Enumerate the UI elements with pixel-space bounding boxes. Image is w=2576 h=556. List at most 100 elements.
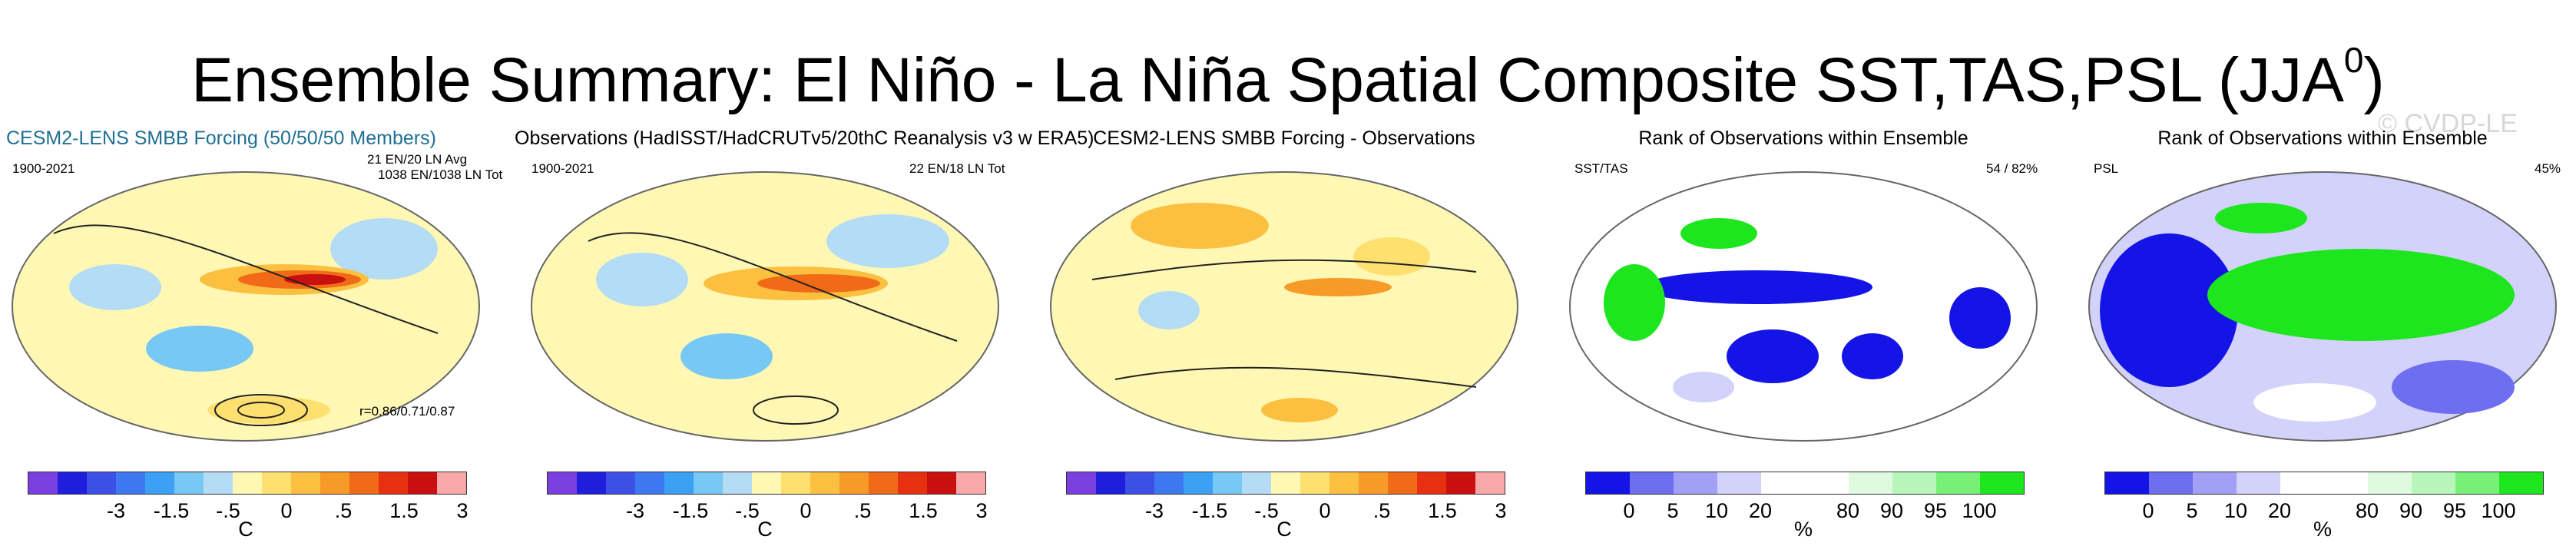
- colorbar-tick-label: 90: [2399, 499, 2423, 522]
- panel-observations: Observations (HadISST/HadCRUTv5/20thC Re…: [515, 127, 1094, 542]
- colorbar-tick-label: 80: [2355, 499, 2379, 522]
- colorbar-tick-label: 100: [2481, 499, 2516, 522]
- colorbar-swatch: [116, 472, 145, 494]
- sst-map-ensemble: [12, 171, 480, 442]
- colorbar-swatch: [635, 472, 664, 494]
- total-count-label: 1038 EN/1038 LN Tot: [378, 167, 503, 182]
- temp-ticks: -3 -1.5 -.5 0 .5 1.5 3: [547, 495, 988, 525]
- colorbar-tick-label: 3: [1495, 499, 1507, 522]
- avg-count-label: 21 EN/20 LN Avg: [367, 152, 468, 167]
- colorbar-swatch: [927, 472, 956, 494]
- colorbar-tick-label: 0: [2142, 499, 2154, 522]
- colorbar-tick-label: 0: [1319, 499, 1331, 522]
- colorbar-tick-label: 5: [2186, 499, 2198, 522]
- colorbar-swatch: [1805, 472, 1849, 494]
- colorbar-swatch: [606, 472, 635, 494]
- colorbar-tick-label: 95: [1923, 499, 1948, 522]
- colorbar-swatch: [694, 472, 723, 494]
- colorbar-swatch: [810, 472, 839, 494]
- colorbar-swatch: [262, 472, 291, 494]
- colorbar-swatch: [781, 472, 810, 494]
- colorbar-swatch: [548, 472, 577, 494]
- colorbar-swatch: [58, 472, 87, 494]
- colorbar-swatch: [1475, 472, 1505, 494]
- colorbar-swatch: [723, 472, 752, 494]
- colorbar-swatch: [2280, 472, 2324, 494]
- panel-title: Observations (HadISST/HadCRUTv5/20thC Re…: [515, 127, 1094, 149]
- colorbar-tick-label: -.5: [735, 499, 760, 522]
- colorbar-swatch: [2499, 472, 2543, 494]
- rank-unit: %: [2313, 518, 2332, 541]
- colorbar-swatch: [2193, 472, 2237, 494]
- colorbar-swatch: [1892, 472, 1936, 494]
- colorbar-tick-label: -1.5: [672, 499, 709, 522]
- colorbar-tick-label: .5: [853, 499, 872, 522]
- colorbar-swatch: [1980, 472, 2024, 494]
- colorbar-tick-label: 10: [1704, 499, 1729, 522]
- colorbar-swatch: [1154, 472, 1184, 494]
- colorbar-swatch: [1271, 472, 1300, 494]
- colorbar-tick-label: 10: [2223, 499, 2248, 522]
- colorbar-tick-label: 95: [2442, 499, 2467, 522]
- colorbar-tick-label: -3: [625, 499, 645, 522]
- colorbar-swatch: [204, 472, 233, 494]
- rank-percent-label: 54 / 82%: [1986, 161, 2038, 176]
- colorbar-tick-label: 80: [1836, 499, 1860, 522]
- colorbar-swatch: [28, 472, 58, 494]
- colorbar-swatch: [2455, 472, 2499, 494]
- temp-ticks: -3 -1.5 -.5 0 .5 1.5 3: [28, 495, 469, 525]
- figure-title: Ensemble Summary: El Niño - La Niña Spat…: [0, 22, 2576, 119]
- colorbar-tick-label: 0: [280, 499, 293, 522]
- panel-title: Rank of Observations within Ensemble: [1638, 127, 1968, 149]
- colorbar-swatch: [1213, 472, 1242, 494]
- colorbar-swatch: [2237, 472, 2280, 494]
- colorbar-swatch: [320, 472, 349, 494]
- temp-unit: C: [1276, 518, 1292, 541]
- colorbar-swatch: [145, 472, 174, 494]
- colorbar-swatch: [1936, 472, 1980, 494]
- colorbar-tick-label: .5: [1372, 499, 1391, 522]
- colorbar-tick-label: -.5: [216, 499, 240, 522]
- temp-unit: C: [238, 518, 253, 541]
- colorbar-swatch: [752, 472, 781, 494]
- colorbar-tick-label: 1.5: [1428, 499, 1457, 522]
- colorbar-swatch: [379, 472, 408, 494]
- colorbar-tick-label: -3: [1144, 499, 1164, 522]
- colorbar-tick-label: 0: [1623, 499, 1635, 522]
- colorbar-swatch: [1096, 472, 1125, 494]
- colorbar-swatch: [1674, 472, 1717, 494]
- colorbar-tick-label: 20: [1748, 499, 1773, 522]
- colorbar-tick-label: -.5: [1254, 499, 1279, 522]
- colorbar-swatch: [2149, 472, 2193, 494]
- count-label: 22 EN/18 LN Tot: [909, 161, 1005, 176]
- panel-rank-sst-tas: Rank of Observations within Ensemble SST…: [1558, 127, 2049, 542]
- title-close: ): [2363, 45, 2385, 115]
- colorbar-swatch: [1184, 472, 1213, 494]
- colorbar-swatch: [1359, 472, 1388, 494]
- colorbar-swatch: [87, 472, 116, 494]
- rank-unit: %: [1793, 518, 1813, 541]
- colorbar-swatch: [1630, 472, 1674, 494]
- colorbar-tick-label: 1.5: [389, 499, 419, 522]
- rank-ticks: 0 5 10 20 80 90 95 100: [2104, 495, 2542, 525]
- colorbar-swatch: [408, 472, 437, 494]
- colorbar-swatch: [1717, 472, 1761, 494]
- panel-title: Rank of Observations within Ensemble: [2157, 127, 2488, 149]
- colorbar-swatch: [1388, 472, 1417, 494]
- colorbar-tick-label: 1.5: [909, 499, 938, 522]
- colorbar-tick-label: 0: [800, 499, 812, 522]
- rank-colorbar: [2104, 472, 2544, 495]
- colorbar-swatch: [1761, 472, 1805, 494]
- colorbar-swatch: [1329, 472, 1359, 494]
- colorbar-tick-label: 3: [975, 499, 988, 522]
- sst-map-observations: [531, 171, 999, 442]
- colorbar-swatch: [2412, 472, 2455, 494]
- sst-map-difference: [1050, 171, 1518, 442]
- colorbar-swatch: [2324, 472, 2368, 494]
- rank-percent-label: 45%: [2535, 161, 2561, 176]
- colorbar-swatch: [1242, 472, 1271, 494]
- colorbar-tick-label: 100: [1962, 499, 1997, 522]
- panel-title: CESM2-LENS SMBB Forcing - Observations: [1093, 127, 1475, 149]
- colorbar-swatch: [1067, 472, 1096, 494]
- rank-map-psl: [2088, 171, 2557, 442]
